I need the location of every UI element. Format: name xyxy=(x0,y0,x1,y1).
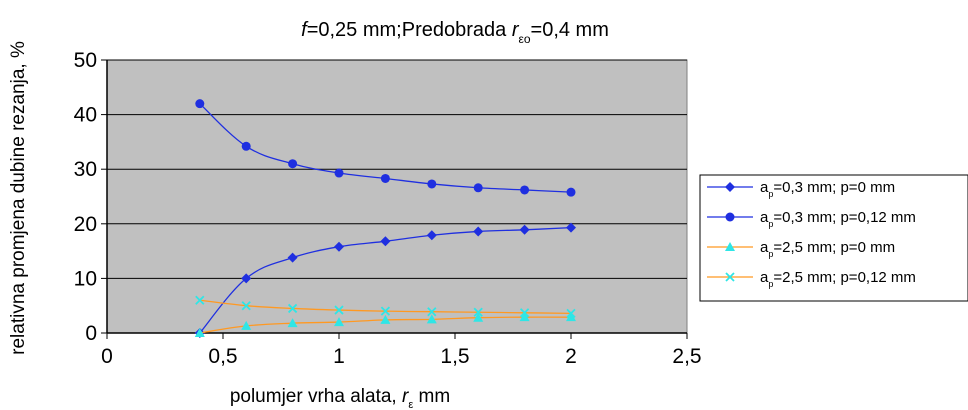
series-4-point-6 xyxy=(427,307,437,317)
series-3-point-3 xyxy=(287,318,298,328)
series-2-point-1 xyxy=(195,99,205,109)
series-3-point-1 xyxy=(194,328,205,337)
series-4 xyxy=(195,295,576,318)
series-4-point-9 xyxy=(566,308,576,318)
y-tick-label-2: 20 xyxy=(74,213,97,236)
series-4-point-5 xyxy=(380,306,391,316)
legend-label-3: ap=2,5 mm; p=0 mm xyxy=(760,239,895,259)
plot-area xyxy=(106,59,688,334)
chart-title: f=0,25 mm;Predobrada rεo=0,4 mm xyxy=(301,19,609,46)
x-tick-label-1: 0,5 xyxy=(208,345,237,368)
legend-label-2: ap=0,3 mm; p=0,12 mm xyxy=(760,209,916,229)
legend: ap=0,3 mm; p=0 mm ap=0,3 mm; p=0,12 mm ap=… xyxy=(699,174,968,302)
y-axis-ticks: 0 10 20 30 40 50 xyxy=(74,49,107,345)
x-axis-label: polumjer vrha alata, rε mm xyxy=(230,386,450,410)
series-4-point-2 xyxy=(241,301,251,311)
gridlines xyxy=(107,59,687,279)
legend-marker-3 xyxy=(725,242,735,251)
series-3-point-4 xyxy=(334,317,344,327)
series-3-point-9 xyxy=(566,312,576,322)
x-tick-label-4: 2 xyxy=(565,345,577,368)
series-2-point-5 xyxy=(380,173,390,183)
series-3-point-8 xyxy=(519,312,530,322)
y-tick-label-1: 10 xyxy=(74,267,97,290)
series-4-point-7 xyxy=(473,307,483,317)
legend-item-3: ap=2,5 mm; p=0 mm xyxy=(707,239,895,259)
series-2-point-3 xyxy=(288,159,298,169)
legend-box xyxy=(699,174,968,302)
y-tick-label-5: 50 xyxy=(74,49,97,72)
series-2-point-2 xyxy=(241,141,251,151)
legend-label-1: ap=0,3 mm; p=0 mm xyxy=(760,179,895,199)
legend-marker-2 xyxy=(725,212,735,222)
series-1-point-3 xyxy=(287,252,298,263)
legend-item-1: ap=0,3 mm; p=0 mm xyxy=(707,179,895,199)
series-1 xyxy=(194,222,576,338)
series-2 xyxy=(195,99,576,197)
series-1-point-9 xyxy=(566,222,576,233)
legend-item-4: ap=2,5 mm; p=0,12 mm xyxy=(707,269,916,289)
x-tick-label-2: 1 xyxy=(333,345,345,368)
x-tick-label-3: 1,5 xyxy=(440,345,469,368)
series-1-point-8 xyxy=(519,224,530,235)
series-3-point-6 xyxy=(426,314,437,324)
series-1-point-5 xyxy=(380,236,391,247)
y-tick-label-0: 0 xyxy=(85,322,97,345)
series-2-point-4 xyxy=(334,168,344,178)
series-1-point-7 xyxy=(473,226,484,237)
legend-item-2: ap=0,3 mm; p=0,12 mm xyxy=(707,209,916,229)
legend-label-4: ap=2,5 mm; p=0,12 mm xyxy=(760,269,916,289)
series-4-point-8 xyxy=(519,308,530,318)
series-2-point-7 xyxy=(473,183,483,193)
y-axis-label: relativna promjena dubine rezanja, % xyxy=(8,41,29,355)
series-4-point-3 xyxy=(287,303,298,314)
series-3-point-7 xyxy=(473,312,484,322)
series-3-point-2 xyxy=(241,320,252,330)
series-4-point-1 xyxy=(195,295,205,305)
series-2-point-8 xyxy=(520,185,530,195)
legend-marker-1 xyxy=(725,182,735,192)
legend-marker-4 xyxy=(725,272,735,282)
x-tick-label-0: 0 xyxy=(101,345,113,368)
series-3-point-5 xyxy=(380,314,391,324)
series-layer xyxy=(194,99,576,338)
x-tick-label-5: 2,5 xyxy=(672,345,701,368)
series-2-point-6 xyxy=(427,179,437,189)
series-1-point-6 xyxy=(426,230,437,241)
series-1-point-4 xyxy=(334,241,344,252)
y-tick-label-4: 40 xyxy=(74,104,97,127)
series-4-point-4 xyxy=(334,305,344,315)
series-2-point-9 xyxy=(566,187,576,197)
series-3 xyxy=(194,312,576,337)
series-1-point-2 xyxy=(241,273,252,284)
x-axis-ticks: 0 0,5 1 1,5 2 2,5 xyxy=(101,333,702,368)
y-tick-label-3: 30 xyxy=(74,158,97,181)
